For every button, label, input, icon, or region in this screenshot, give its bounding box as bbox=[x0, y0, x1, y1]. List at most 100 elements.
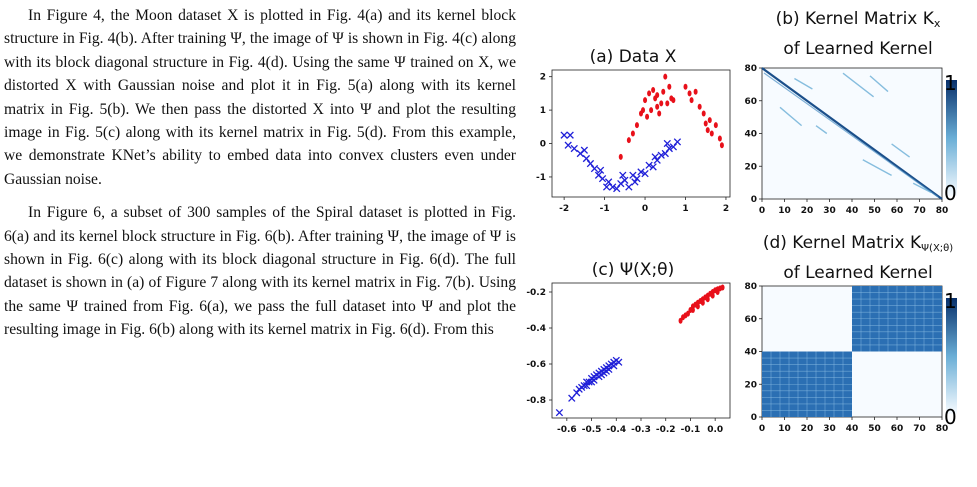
panel-c-dot-point bbox=[678, 317, 683, 324]
figure-svg: (a) Data X (b) Kernel Matrix Kx of Learn… bbox=[526, 9, 957, 435]
panel-d-colorbar-min: 0 bbox=[944, 405, 957, 429]
panel-b-colorbar-min: 0 bbox=[944, 181, 957, 205]
panel-a-x-point bbox=[645, 161, 653, 169]
panel-a-x-point bbox=[613, 184, 621, 193]
panel-c-ytick-label: -0.6 bbox=[526, 360, 546, 370]
panel-d-colorbar-max: 1 bbox=[944, 289, 957, 313]
panel-b-colorbar-max: 1 bbox=[944, 71, 957, 95]
panel-a-dot-point bbox=[719, 142, 724, 149]
paragraph: In Figure 4, the Moon dataset X is plott… bbox=[4, 7, 516, 188]
panel-c-dot-point bbox=[710, 292, 715, 299]
panel-d-plot: 0 10 20 30 40 50 60 70 80 0 20 40 60 80 bbox=[744, 282, 948, 434]
panel-c-ytick-label: -0.4 bbox=[526, 324, 546, 334]
panel-a-dot-point bbox=[665, 100, 670, 107]
panel-d-colorbar bbox=[946, 298, 957, 414]
panel-a-dot-point bbox=[713, 122, 718, 129]
panel-a-dot-point bbox=[647, 90, 652, 97]
panel-d-xtick-label: 60 bbox=[891, 424, 904, 434]
panel-a-dot-point bbox=[703, 120, 708, 127]
panel-d-ytick-label: 0 bbox=[751, 413, 757, 423]
panel-a-x-point bbox=[651, 153, 659, 161]
panel-a-dot-point bbox=[687, 90, 692, 97]
panel-b-streak bbox=[779, 106, 803, 127]
panel-a-x-point bbox=[653, 156, 661, 164]
panel-c-dot-point bbox=[720, 284, 725, 291]
panel-a-x-point bbox=[609, 183, 617, 191]
panel-a-dot-point bbox=[657, 110, 662, 117]
panel-c-xtick-label: -0.5 bbox=[582, 425, 602, 435]
panel-a-xtick-label: 2 bbox=[723, 204, 729, 214]
panel-a-dot-point bbox=[689, 97, 694, 104]
panel-c-x-point bbox=[582, 381, 591, 390]
panel-c-dot-point bbox=[681, 314, 686, 321]
panel-a-x-point bbox=[631, 178, 639, 186]
panel-a-x-point bbox=[604, 178, 613, 186]
panel-a-x-point bbox=[669, 143, 678, 151]
panel-d-xtick-label: 50 bbox=[868, 424, 881, 434]
panel-b-streak bbox=[862, 159, 892, 177]
panel-a-dot-point bbox=[641, 107, 646, 114]
panel-a-xtick-label: 0 bbox=[642, 204, 648, 214]
panel-b-streak bbox=[794, 77, 813, 90]
panel-a-dot-point bbox=[701, 110, 706, 117]
panel-a-dot-point bbox=[626, 137, 631, 144]
panel-a-x-point bbox=[665, 144, 673, 153]
panel-c-xtick-label: -0.3 bbox=[631, 425, 651, 435]
panel-b-xtick-label: 10 bbox=[778, 206, 791, 216]
panel-a-xtick-label: 1 bbox=[682, 204, 688, 214]
panel-c-plot: -0.6 -0.5 -0.4 -0.3 -0.2 -0.1 0.0 -0.2 -0.4 -0.6 -… bbox=[526, 284, 725, 435]
panel-a-x-point bbox=[673, 138, 682, 146]
panel-b-streak bbox=[869, 75, 889, 93]
panel-a-dot-point bbox=[634, 122, 639, 129]
panel-a-x-point bbox=[637, 168, 645, 176]
panel-a-dot-point bbox=[709, 130, 714, 137]
panel-a-x-point bbox=[602, 183, 611, 191]
panel-c-x-point bbox=[602, 367, 611, 375]
panel-a-x-point bbox=[566, 131, 574, 139]
panel-b-streak bbox=[891, 143, 911, 158]
panel-c-xtick-label: -0.4 bbox=[606, 425, 626, 435]
panel-a-dot-point bbox=[643, 97, 648, 104]
panel-c-xtick-label: -0.2 bbox=[656, 425, 676, 435]
panel-a-ytick-label: 0 bbox=[540, 140, 546, 150]
panel-b-xtick-label: 40 bbox=[846, 206, 859, 216]
panel-b-ytick-label: 60 bbox=[744, 97, 757, 107]
panel-d-ytick-label: 80 bbox=[744, 282, 757, 292]
panel-a-dot-point bbox=[655, 103, 660, 110]
panel-a-x-point bbox=[663, 139, 671, 148]
panel-c-x-point bbox=[597, 371, 606, 379]
panel-a-dot-point bbox=[649, 107, 654, 114]
panel-c-x-point bbox=[610, 362, 618, 370]
panel-a-x-point bbox=[621, 176, 629, 184]
panel-a-dot-point bbox=[630, 130, 635, 137]
panel-a-xtick-label: -1 bbox=[600, 204, 610, 214]
panel-a-x-point bbox=[590, 164, 599, 173]
panel-a-x-point bbox=[641, 169, 649, 178]
panel-b-xtick-label: 20 bbox=[801, 206, 814, 216]
panel-d-xtick-label: 30 bbox=[823, 424, 836, 434]
panel-a-x-point bbox=[582, 154, 591, 163]
panel-b-xtick-label: 70 bbox=[913, 206, 926, 216]
panel-a-x-point bbox=[649, 163, 657, 171]
panel-b-xtick-label: 30 bbox=[823, 206, 836, 216]
panel-b-plot: 0 10 20 30 40 50 60 70 80 0 20 40 60 80 bbox=[744, 64, 948, 216]
panel-a-dot-point bbox=[667, 83, 672, 90]
panel-c-xtick-label: -0.1 bbox=[681, 425, 701, 435]
panel-a-dot-point bbox=[705, 127, 710, 134]
panel-a-dot-point bbox=[651, 87, 656, 94]
panel-a-dot-point bbox=[707, 117, 712, 124]
figure: (a) Data X (b) Kernel Matrix Kx of Learn… bbox=[520, 0, 977, 483]
panel-c-x-point bbox=[590, 376, 598, 384]
panel-c-xtick-label: 0.0 bbox=[707, 425, 723, 435]
panel-a-x-point bbox=[657, 151, 665, 159]
panel-a-x-point bbox=[596, 166, 605, 174]
panel-a-x-point bbox=[598, 174, 607, 183]
panel-c-frame bbox=[551, 282, 731, 419]
panel-a-dot-point bbox=[645, 113, 650, 120]
panel-a-dot-point bbox=[655, 92, 660, 99]
panel-c-dot-point bbox=[685, 310, 690, 317]
body-text: In Figure 4, the Moon dataset X is plott… bbox=[4, 4, 516, 342]
panel-a-x-point bbox=[564, 141, 572, 149]
panel-a-x-point bbox=[619, 171, 627, 179]
panel-c-xtick-label: -0.6 bbox=[557, 425, 577, 435]
